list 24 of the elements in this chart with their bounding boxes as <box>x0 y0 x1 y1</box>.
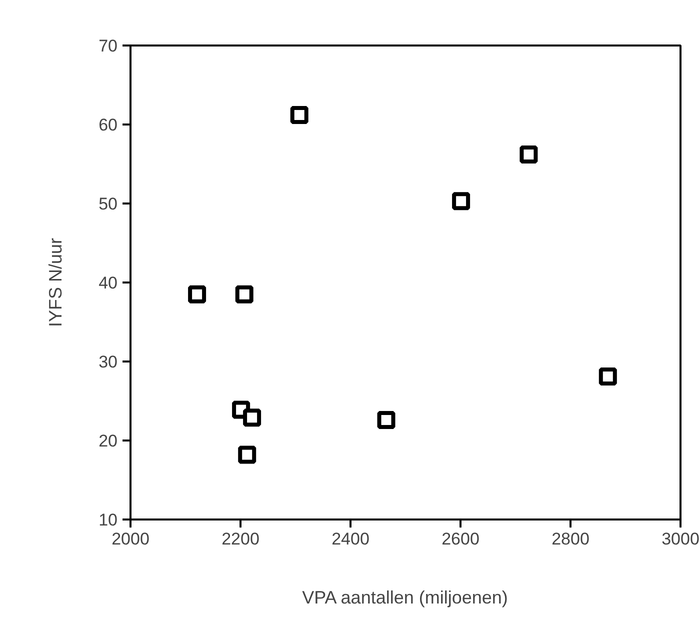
x-tick-label: 2600 <box>442 530 480 548</box>
y-tick-label: 10 <box>98 510 118 530</box>
point <box>235 285 254 304</box>
x-tick-label: 2800 <box>552 530 590 548</box>
point <box>452 192 470 210</box>
y-tick-label: 50 <box>98 194 118 214</box>
point <box>243 408 262 427</box>
x-axis-title: VPA aantallen (miljoenen) <box>302 588 508 608</box>
y-tick-label: 20 <box>98 432 118 450</box>
x-tick-label: 3000 <box>662 530 700 548</box>
point <box>377 410 396 429</box>
y-tick-label: 70 <box>98 36 118 56</box>
x-tick-label: 2200 <box>222 530 260 548</box>
point <box>238 446 256 464</box>
point <box>598 368 617 386</box>
x-tick-label: 2400 <box>332 530 370 548</box>
y-tick-label: 60 <box>98 116 118 134</box>
y-axis-title: IYFS N/uur <box>46 238 66 328</box>
y-tick-label: 40 <box>98 274 118 292</box>
point <box>290 106 308 124</box>
point <box>520 146 538 164</box>
x-tick-label: 2000 <box>112 530 150 548</box>
y-tick-label: 30 <box>98 352 118 372</box>
point <box>188 285 206 304</box>
